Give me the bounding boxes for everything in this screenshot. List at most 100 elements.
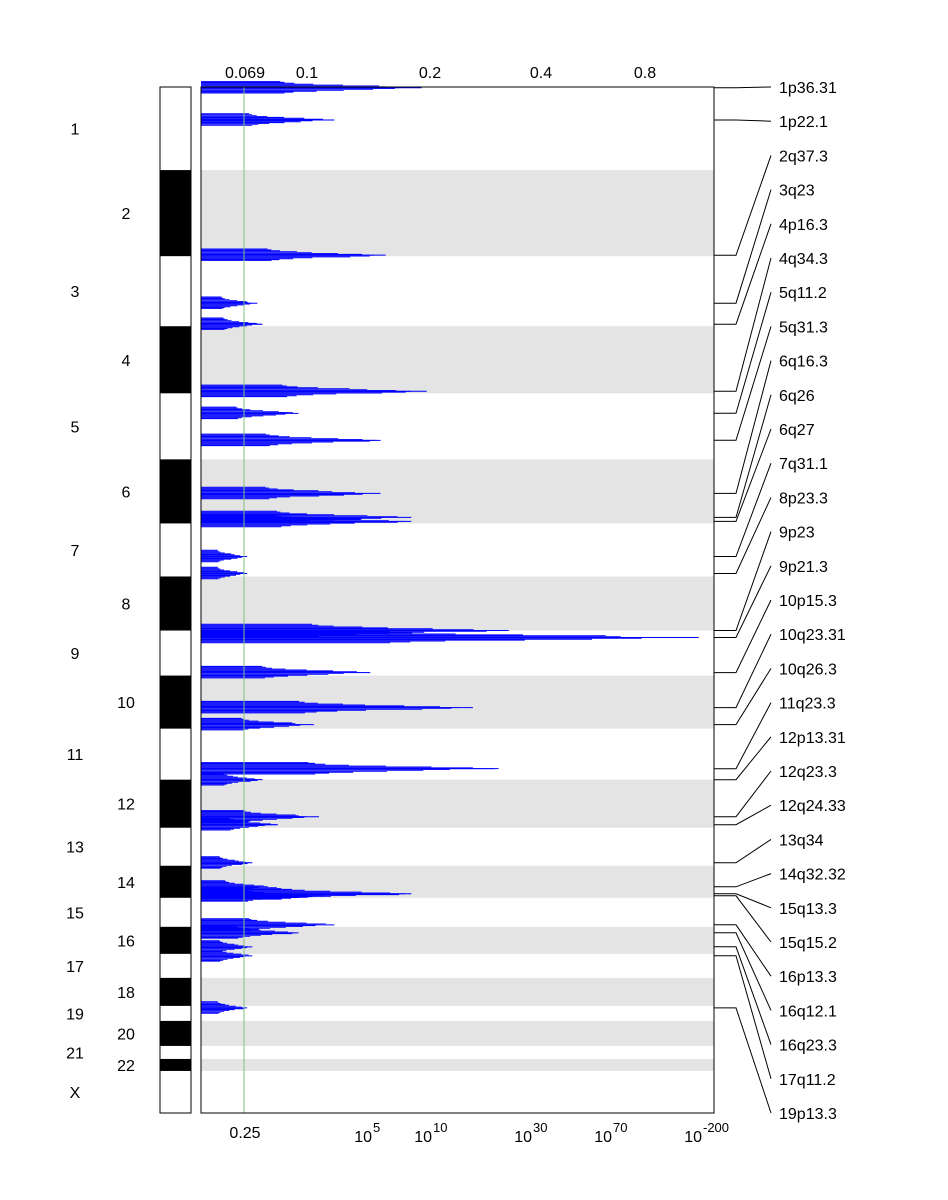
bottom-tick-label: 10 — [414, 1129, 432, 1146]
peak-label: 6q26 — [779, 388, 815, 405]
peak-leader-line — [714, 932, 772, 1011]
peak-label: 17q11.2 — [779, 1072, 836, 1089]
peak-label: 8p23.3 — [779, 490, 828, 507]
top-axis-qvalue-ticks: 0.069 0.1 0.2 0.4 0.8 — [225, 65, 656, 82]
peak-leader-line — [714, 86, 772, 89]
peak-leader-line — [714, 497, 772, 574]
peak-label: 4p16.3 — [779, 217, 828, 234]
chromosome-label: 7 — [71, 543, 80, 560]
peak-label: 9p21.3 — [779, 559, 828, 576]
bottom-tick-label: 10 — [594, 1129, 612, 1146]
peak-leader-line — [714, 893, 772, 909]
bottom-tick-label: 10 — [684, 1129, 702, 1146]
ideogram-chr-18 — [160, 977, 191, 1006]
peak-label: 16q23.3 — [779, 1038, 837, 1055]
peak-leader-line — [714, 804, 772, 826]
chromosome-label: 4 — [122, 353, 131, 370]
chromosome-label: 10 — [117, 695, 135, 712]
chromosome-label: 9 — [71, 646, 80, 663]
chromosome-label: 6 — [122, 484, 131, 501]
chromosome-label: 11 — [67, 747, 84, 764]
band-chr-14 — [201, 865, 714, 898]
peak-leader-line — [714, 223, 772, 325]
chromosome-label: 21 — [66, 1045, 84, 1062]
peak-leader-line — [714, 360, 772, 494]
peak-label: 12q24.33 — [779, 798, 846, 815]
peak-leader-line — [714, 924, 772, 977]
top-tick-label: 0.4 — [530, 65, 552, 82]
ideogram-chr-4 — [160, 326, 191, 394]
peak-label: 2q37.3 — [779, 148, 828, 165]
chromosome-label: 1 — [71, 122, 80, 139]
chromosome-label: 5 — [71, 419, 80, 436]
chromosome-label: 18 — [117, 985, 135, 1002]
ideogram-chr-8 — [160, 576, 191, 631]
peak-leader-line — [714, 702, 772, 770]
peak-label: 5q31.3 — [779, 319, 828, 336]
chromosome-label: 16 — [117, 933, 135, 950]
ideogram-chr-6 — [160, 459, 191, 524]
ideogram-chr-10 — [160, 675, 191, 729]
chromosome-label: 14 — [117, 875, 135, 892]
peak-leader-line — [714, 155, 772, 256]
peak-leader-line — [714, 428, 772, 522]
band-chr-22 — [201, 1058, 714, 1071]
peak-leader-line — [714, 838, 772, 864]
top-tick-label: 0.069 — [225, 65, 265, 82]
chromosome-label: 3 — [71, 284, 80, 301]
peak-leader-line — [714, 531, 772, 631]
peak-label: 12q23.3 — [779, 764, 837, 781]
peak-label: 16p13.3 — [779, 969, 837, 986]
chromosome-label: X — [70, 1085, 81, 1102]
top-tick-label: 0.2 — [419, 65, 441, 82]
top-tick-label: 0.1 — [296, 65, 318, 82]
chromosome-band-shading — [201, 170, 714, 1071]
peak-leader-line — [714, 463, 772, 557]
chromosome-label: 2 — [122, 206, 131, 223]
chromosome-label: 20 — [117, 1026, 135, 1043]
chromosome-label: 12 — [117, 797, 135, 814]
peak-leader-line — [714, 565, 772, 638]
peak-leader-line — [714, 770, 772, 818]
peak-leader-line — [714, 873, 772, 888]
peak-label: 10q23.31 — [779, 627, 846, 644]
peak-label: 11q23.3 — [779, 696, 836, 713]
peak-label: 6q27 — [779, 422, 815, 439]
peak-leader-line — [714, 668, 772, 726]
band-chr-20 — [201, 1020, 714, 1046]
peak-label: 1p22.1 — [779, 114, 828, 131]
top-tick-label: 0.8 — [634, 65, 656, 82]
peak-leader-line — [714, 326, 772, 441]
peak-label: 19p13.3 — [779, 1106, 837, 1123]
peak-label: 14q32.32 — [779, 867, 846, 884]
peak-labels: 1p36.31 1p22.1 2q37.3 3q23 4p16.3 4q34.3 5q11.… — [714, 80, 846, 1123]
bottom-tick-exponent: 5 — [373, 1120, 380, 1135]
peak-label: 13q34 — [779, 832, 824, 849]
chromosome-label: 13 — [66, 840, 84, 857]
ideogram-chr-14 — [160, 865, 191, 898]
bottom-tick-label: 0.25 — [229, 1125, 260, 1142]
bottom-tick-label: 10 — [354, 1129, 372, 1146]
peak-leader-line — [714, 736, 772, 781]
peak-label: 15q13.3 — [779, 901, 837, 918]
band-chr-8 — [201, 576, 714, 631]
bottom-tick-exponent: 10 — [433, 1120, 447, 1135]
peak-leader-line — [714, 1007, 772, 1114]
peak-leader-line — [714, 257, 772, 392]
band-chr-4 — [201, 326, 714, 394]
bottom-tick-exponent: -200 — [703, 1120, 729, 1135]
bottom-tick-exponent: 30 — [533, 1120, 547, 1135]
peak-leader-line — [714, 292, 772, 414]
significance-trace — [201, 81, 699, 1014]
peak-leader-line — [714, 189, 772, 304]
peak-leader-line — [714, 599, 772, 674]
peak-label: 12p13.31 — [779, 730, 846, 747]
trace-lines — [201, 81, 653, 1014]
chromosome-label: 22 — [117, 1058, 135, 1075]
band-chr-2 — [201, 170, 714, 257]
peak-leader-line — [714, 895, 772, 943]
ideogram-chr-16 — [160, 926, 191, 954]
